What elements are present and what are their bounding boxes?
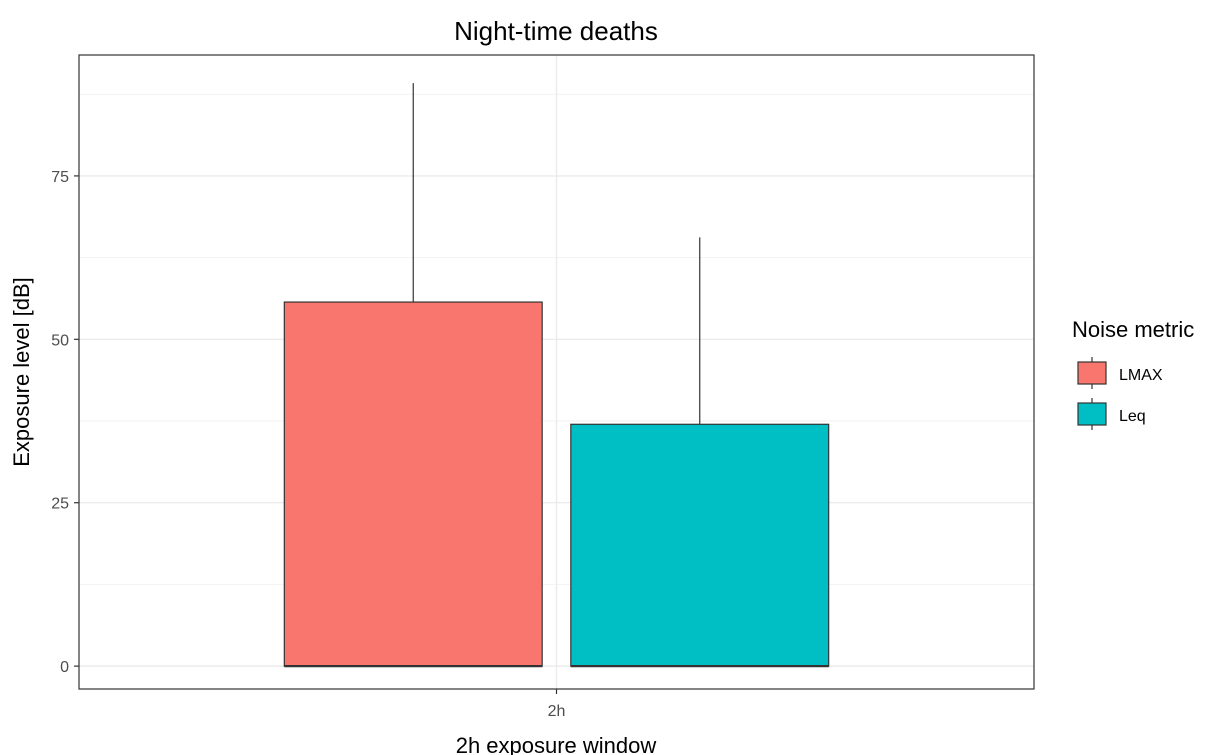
legend: Noise metric LMAX Leq <box>1072 317 1194 430</box>
grid-lines <box>79 55 1034 689</box>
bars <box>283 301 830 668</box>
legend-label-leq: Leq <box>1119 408 1146 425</box>
x-axis: 2h <box>548 689 566 720</box>
x-axis-title: 2h exposure window <box>456 733 657 755</box>
y-axis: 0 25 50 75 <box>51 169 79 676</box>
y-tick-label: 50 <box>51 332 69 349</box>
y-tick-label: 25 <box>51 496 69 513</box>
bar-lmax <box>283 301 543 667</box>
y-tick-label: 0 <box>60 659 69 676</box>
legend-label-lmax: LMAX <box>1119 367 1163 384</box>
y-axis-title: Exposure level [dB] <box>9 277 34 467</box>
error-bars <box>412 83 701 425</box>
legend-title: Noise metric <box>1072 317 1194 342</box>
legend-key-lmax <box>1077 361 1107 385</box>
y-tick-label: 75 <box>51 169 69 186</box>
chart-title: Night-time deaths <box>454 16 658 46</box>
x-tick-label: 2h <box>548 703 566 720</box>
legend-key-leq <box>1077 402 1107 426</box>
bar-leq <box>570 423 830 667</box>
